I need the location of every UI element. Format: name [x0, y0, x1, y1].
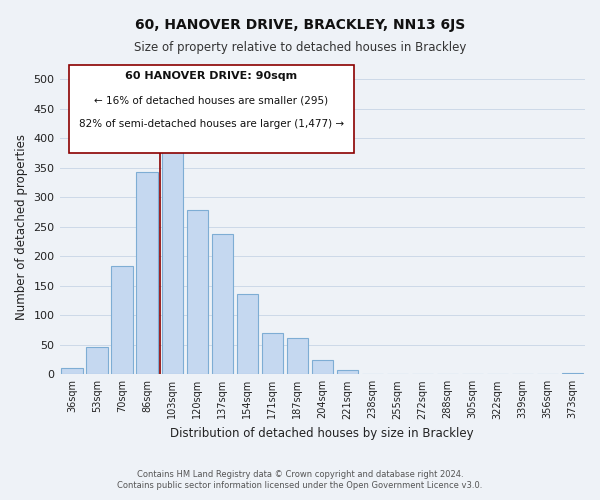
Text: 82% of semi-detached houses are larger (1,477) →: 82% of semi-detached houses are larger (…	[79, 119, 344, 129]
Bar	[187, 210, 208, 374]
Bar	[262, 333, 283, 374]
Bar	[337, 370, 358, 374]
Text: Contains public sector information licensed under the Open Government Licence v3: Contains public sector information licen…	[118, 481, 482, 490]
Bar	[136, 172, 158, 374]
Bar	[61, 368, 83, 374]
Text: 60, HANOVER DRIVE, BRACKLEY, NN13 6JS: 60, HANOVER DRIVE, BRACKLEY, NN13 6JS	[135, 18, 465, 32]
Bar	[236, 294, 258, 374]
Text: Size of property relative to detached houses in Brackley: Size of property relative to detached ho…	[134, 41, 466, 54]
Text: ← 16% of detached houses are smaller (295): ← 16% of detached houses are smaller (29…	[94, 95, 329, 105]
X-axis label: Distribution of detached houses by size in Brackley: Distribution of detached houses by size …	[170, 427, 474, 440]
Bar	[562, 373, 583, 374]
Bar	[287, 338, 308, 374]
Bar	[311, 360, 333, 374]
Text: 60 HANOVER DRIVE: 90sqm: 60 HANOVER DRIVE: 90sqm	[125, 71, 298, 81]
Bar	[161, 138, 183, 374]
Text: Contains HM Land Registry data © Crown copyright and database right 2024.: Contains HM Land Registry data © Crown c…	[137, 470, 463, 479]
Y-axis label: Number of detached properties: Number of detached properties	[15, 134, 28, 320]
Bar	[86, 347, 108, 374]
Bar	[112, 266, 133, 374]
Bar	[212, 234, 233, 374]
